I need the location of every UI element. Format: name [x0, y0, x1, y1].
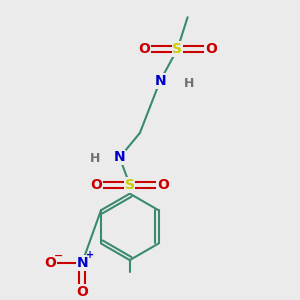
Text: N: N — [114, 151, 125, 164]
Text: H: H — [184, 77, 194, 90]
Text: N: N — [76, 256, 88, 270]
Text: +: + — [86, 250, 94, 260]
Text: H: H — [90, 152, 100, 165]
Text: O: O — [91, 178, 103, 192]
Text: O: O — [76, 285, 88, 299]
Text: O: O — [138, 42, 150, 56]
Text: O: O — [44, 256, 56, 270]
Text: O: O — [205, 42, 217, 56]
Text: O: O — [157, 178, 169, 192]
Text: S: S — [125, 178, 135, 192]
Text: −: − — [54, 251, 63, 261]
Text: N: N — [154, 74, 166, 88]
Text: S: S — [172, 42, 182, 56]
